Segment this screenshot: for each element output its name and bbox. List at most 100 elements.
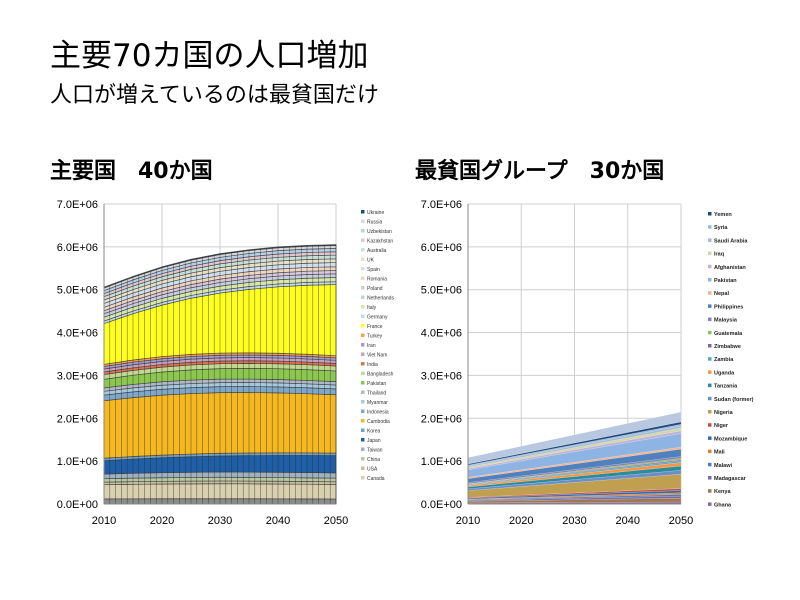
legend-swatch <box>361 352 365 356</box>
legend-swatch <box>708 344 712 348</box>
x-tick-label: 2030 <box>562 515 586 527</box>
legend-label: Iraq <box>714 252 724 258</box>
legend-label: Nigeria <box>714 410 734 416</box>
legend-swatch <box>361 210 365 214</box>
legend-swatch <box>708 423 712 427</box>
legend-label: Viet Nam <box>367 353 387 359</box>
legend-swatch <box>361 276 365 280</box>
legend-label: UK <box>367 258 375 264</box>
legend-swatch <box>708 264 712 269</box>
x-tick-label: 2040 <box>616 515 640 527</box>
legend-label: India <box>367 362 378 368</box>
legend-swatch <box>708 449 712 454</box>
legend-swatch <box>708 225 712 229</box>
legend-label: Italy <box>367 305 377 311</box>
legend-swatch <box>708 462 712 467</box>
legend-label: Syria <box>714 225 728 231</box>
legend-label: Cambodia <box>367 419 390 425</box>
y-tick-label: 1.0E+06 <box>57 456 98 468</box>
y-tick-label: 4.0E+06 <box>421 328 462 340</box>
legend-label: Bangladesh <box>367 372 394 378</box>
legend-label: Malaysia <box>714 318 738 324</box>
x-tick-label: 2040 <box>266 515 290 527</box>
legend-label: Germany <box>367 315 388 321</box>
legend-label: Russia <box>367 220 383 226</box>
legend-label: Zambia <box>714 357 734 363</box>
legend-swatch <box>708 212 712 216</box>
legend-swatch <box>708 502 712 506</box>
legend-label: Netherlands <box>367 296 394 302</box>
legend-label: Niger <box>714 423 729 429</box>
legend-swatch <box>361 286 365 290</box>
legend-label: USA <box>367 467 378 473</box>
y-tick-label: 0.0E+00 <box>57 499 98 511</box>
legend-label: Poland <box>367 286 383 292</box>
legend-label: Australia <box>367 248 387 254</box>
legend-label: Turkey <box>367 334 383 340</box>
legend-label: Kenya <box>714 489 731 495</box>
legend-label: Taiwan <box>367 448 383 454</box>
legend-swatch <box>361 390 365 394</box>
legend-swatch <box>361 257 365 261</box>
legend-swatch <box>708 410 712 414</box>
legend-label: Sudan (former) <box>714 397 754 403</box>
legend-label: Uganda <box>714 370 735 376</box>
legend-label: Malawi <box>714 463 733 469</box>
legend-swatch <box>361 267 365 271</box>
legend-label: Iran <box>367 343 376 349</box>
legend-label: Afghanistan <box>714 265 746 271</box>
legend-label: Yemen <box>714 212 732 218</box>
legend-label: Japan <box>367 438 381 444</box>
y-tick-label: 5.0E+06 <box>421 285 462 297</box>
legend-swatch <box>361 457 365 461</box>
legend-swatch <box>361 381 365 385</box>
legend-label: Myanmar <box>367 400 388 406</box>
legend-label: Kazakhstan <box>367 239 393 245</box>
legend-swatch <box>361 333 365 337</box>
legend-swatch <box>361 295 365 299</box>
legend-swatch <box>361 428 365 432</box>
legend-label: Ukraine <box>367 210 384 216</box>
legend-swatch <box>708 330 712 335</box>
x-tick-label: 2030 <box>208 515 232 527</box>
legend-swatch <box>708 383 712 388</box>
legend-swatch <box>361 466 365 470</box>
x-tick-label: 2020 <box>509 515 533 527</box>
legend-label: Zimbabwe <box>714 344 741 350</box>
legend-swatch <box>708 251 712 256</box>
legend-label: Romania <box>367 277 387 283</box>
legend-swatch <box>708 489 712 493</box>
legend-swatch <box>361 438 365 442</box>
legend-label: Mali <box>714 450 725 456</box>
y-tick-label: 6.0E+06 <box>421 242 462 254</box>
legend-swatch <box>708 436 712 440</box>
legend-label: Nepal <box>714 291 729 297</box>
legend-swatch <box>708 238 712 242</box>
y-tick-label: 6.0E+06 <box>57 242 98 254</box>
legend-swatch <box>361 409 365 413</box>
legend-swatch <box>708 291 712 295</box>
y-tick-label: 3.0E+06 <box>421 370 462 382</box>
legend-label: Spain <box>367 267 380 273</box>
legend-swatch <box>708 317 712 322</box>
y-tick-label: 1.0E+06 <box>421 456 462 468</box>
legend-label: Ghana <box>714 502 732 508</box>
legend-label: Philippines <box>714 304 743 310</box>
legend-swatch <box>361 314 365 318</box>
legend-label: Canada <box>367 476 385 482</box>
legend-label: Uzbekistan <box>367 229 392 235</box>
legend-swatch <box>361 447 365 451</box>
y-tick-label: 4.0E+06 <box>57 328 98 340</box>
legend-label: Korea <box>367 429 381 435</box>
legend-swatch <box>361 229 365 233</box>
legend-swatch <box>361 419 365 423</box>
area-series-23 <box>467 411 682 465</box>
legend-swatch <box>708 304 712 308</box>
legend-swatch <box>708 476 712 480</box>
y-tick-label: 7.0E+06 <box>421 199 462 211</box>
legend-label: France <box>367 324 383 330</box>
legend-label: Pakistan <box>714 278 737 284</box>
legend-swatch <box>708 278 712 282</box>
chart-heading-major: 主要国 40か国 <box>50 159 213 184</box>
